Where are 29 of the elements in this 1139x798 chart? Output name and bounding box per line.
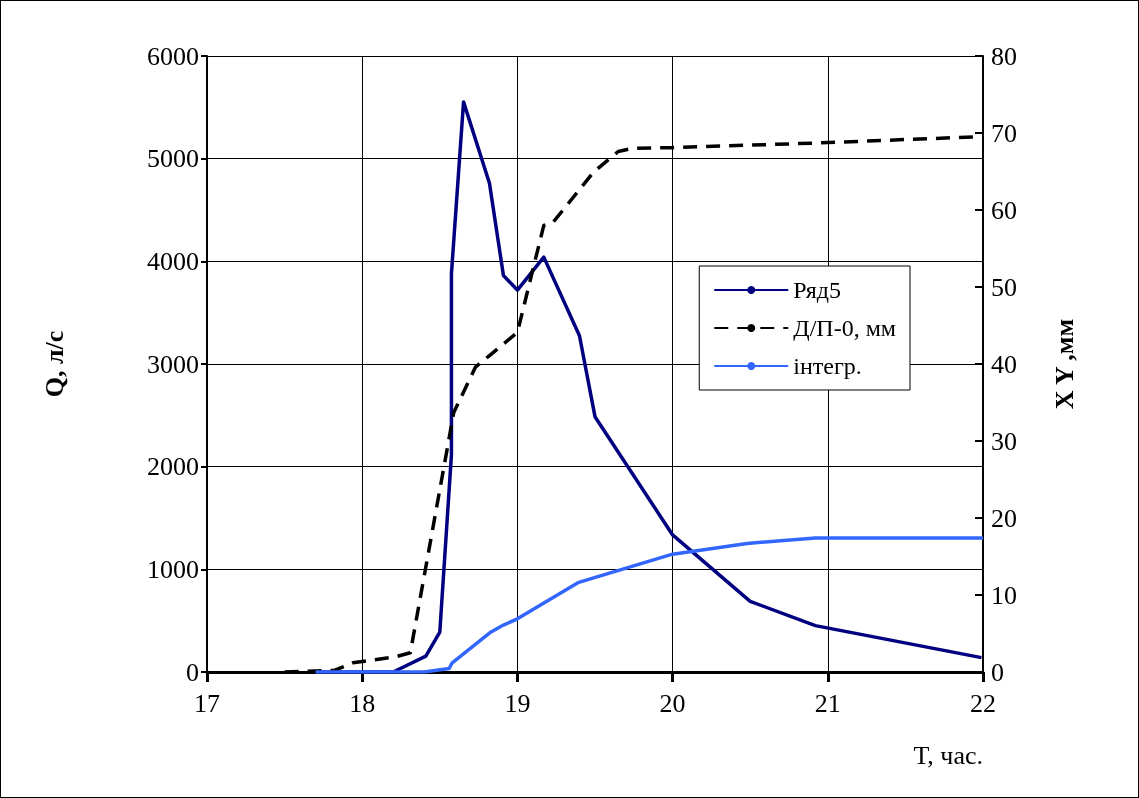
y2-tick-label: 60: [991, 195, 1017, 225]
x-tick-label: 20: [659, 688, 686, 718]
legend-label: інтегр.: [793, 353, 862, 379]
line-series: [313, 536, 985, 674]
y2-tick-label: 30: [991, 426, 1017, 456]
x-axis-title: T, час.: [913, 740, 983, 770]
y2-tick-label: 10: [991, 580, 1017, 610]
x-tick-label: 22: [970, 688, 996, 718]
x-tick-label: 21: [814, 688, 841, 718]
y-tick-label: 6000: [147, 41, 199, 71]
y-tick-label: 5000: [147, 144, 199, 174]
y2-tick-label: 20: [991, 503, 1017, 533]
y-tick-label: 4000: [147, 246, 199, 276]
y2-tick-label: 70: [991, 118, 1017, 148]
y2-tick-label: 0: [991, 657, 1004, 687]
y2-axis-title: X Y ,мм: [1049, 318, 1079, 410]
y-tick-label: 3000: [147, 349, 199, 379]
x-tick-label: 18: [349, 688, 376, 718]
x-tick-label: 17: [194, 688, 220, 718]
y2-tick-label: 50: [991, 272, 1017, 302]
y2-tick-label: 80: [991, 41, 1017, 71]
legend-label: Д/П-0, мм: [793, 315, 897, 341]
legend-label: Ряд5: [793, 277, 841, 303]
y-tick-label: 0: [186, 657, 199, 687]
y2-tick-label: 40: [991, 349, 1017, 379]
y-axis-title: Q, л/с: [39, 330, 69, 398]
x-tick-label: 19: [504, 688, 531, 718]
y-tick-label: 2000: [147, 452, 199, 482]
y-tick-label: 1000: [147, 554, 199, 584]
